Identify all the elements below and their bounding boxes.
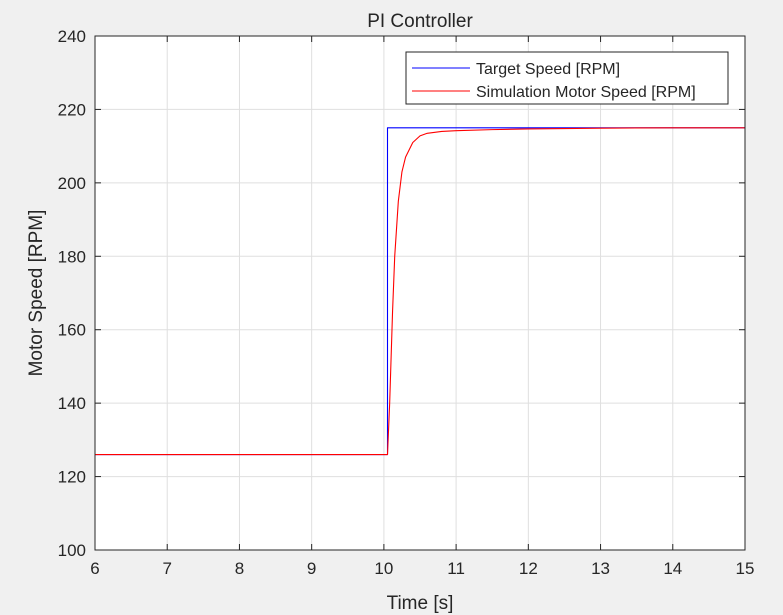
y-tick-labels: 100 120 140 160 180 200 220 240 <box>58 27 86 560</box>
series-line-simulation-motor-speed <box>95 127 745 456</box>
x-tick-label: 11 <box>447 559 465 578</box>
y-tick-label: 180 <box>58 247 86 266</box>
tick-marks <box>94 35 746 551</box>
y-tick-label: 100 <box>58 541 86 560</box>
y-tick-label: 120 <box>58 468 86 487</box>
y-tick-label: 140 <box>58 394 86 413</box>
x-tick-label: 15 <box>736 559 755 578</box>
y-axis-label: Motor Speed [RPM] <box>26 210 47 377</box>
x-tick-label: 7 <box>162 559 171 578</box>
series-group <box>95 127 745 456</box>
x-tick-label: 9 <box>307 559 316 578</box>
axes-box <box>94 35 746 551</box>
legend-label-target: Target Speed [RPM] <box>476 61 620 78</box>
x-tick-label: 13 <box>591 559 610 578</box>
x-tick-label: 12 <box>519 559 538 578</box>
x-tick-labels: 6 7 8 9 10 11 12 13 14 15 <box>90 559 754 578</box>
legend-box <box>405 51 729 105</box>
x-axis-label: Time [s] <box>387 593 454 614</box>
legend: Target Speed [RPM] Simulation Motor Spee… <box>405 51 729 105</box>
chart-title: PI Controller <box>367 11 473 32</box>
grid-lines <box>95 36 745 550</box>
y-tick-label: 220 <box>58 100 86 119</box>
plot-area <box>95 36 745 550</box>
x-tick-label: 10 <box>374 559 393 578</box>
y-tick-label: 200 <box>58 174 86 193</box>
legend-label-simulation: Simulation Motor Speed [RPM] <box>476 84 696 101</box>
y-tick-label: 160 <box>58 321 86 340</box>
x-tick-label: 6 <box>90 559 99 578</box>
y-tick-label: 240 <box>58 27 86 46</box>
x-tick-label: 14 <box>663 559 682 578</box>
x-tick-label: 8 <box>235 559 244 578</box>
